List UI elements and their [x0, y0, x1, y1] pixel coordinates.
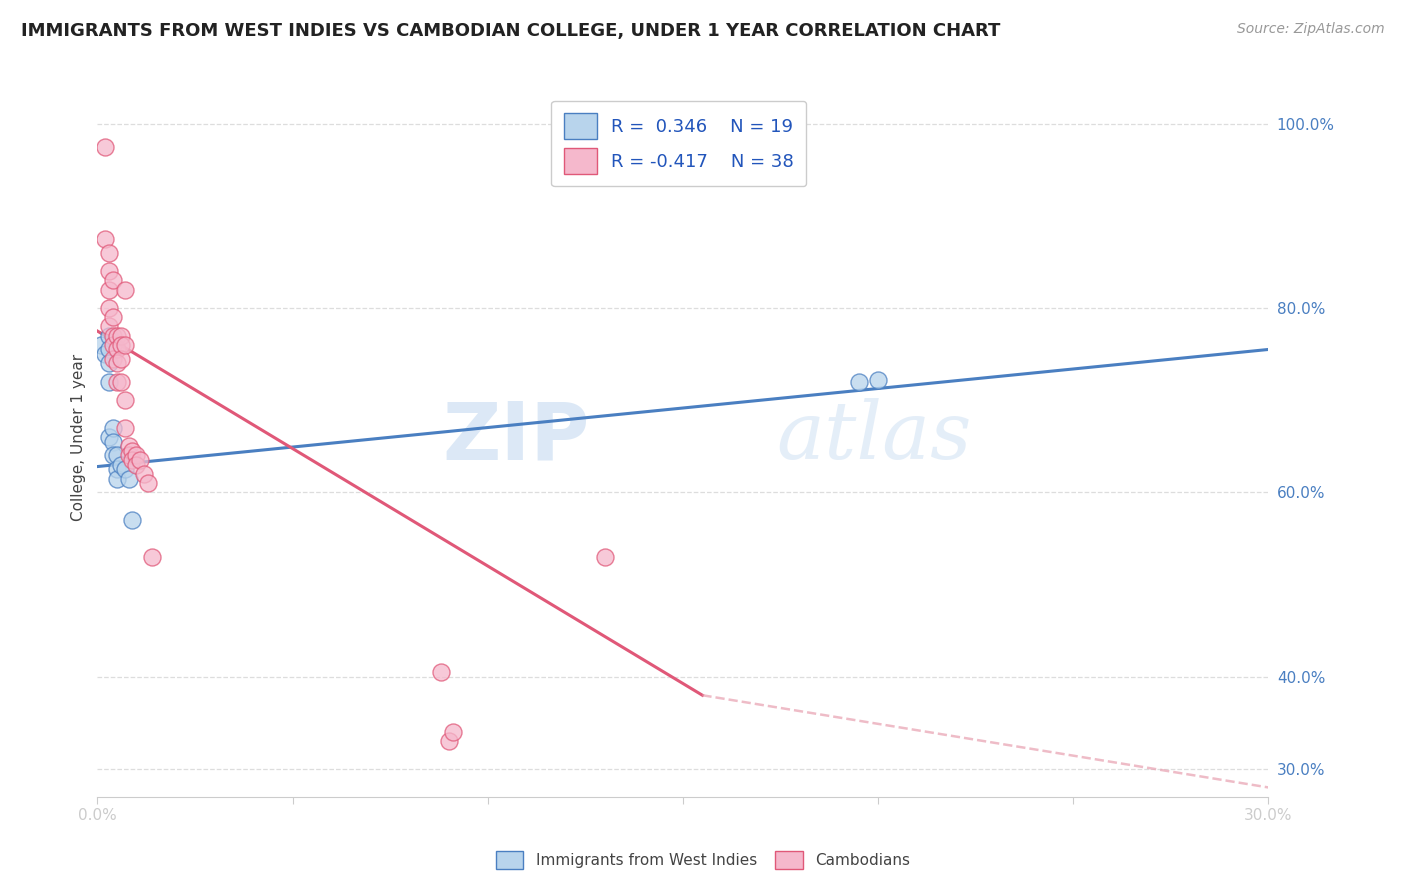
- Point: [868, 373, 890, 387]
- Point: [105, 449, 128, 463]
- Point: [105, 471, 128, 485]
- Point: [98, 283, 121, 297]
- Point: [117, 449, 139, 463]
- Point: [125, 449, 148, 463]
- Legend: R =  0.346    N = 19, R = -0.417    N = 38: R = 0.346 N = 19, R = -0.417 N = 38: [551, 101, 807, 186]
- Point: [101, 273, 124, 287]
- Legend: Immigrants from West Indies, Cambodians: Immigrants from West Indies, Cambodians: [489, 845, 917, 875]
- Point: [90, 338, 112, 352]
- Point: [98, 319, 121, 334]
- Point: [105, 328, 128, 343]
- Point: [136, 476, 159, 491]
- Point: [94, 232, 117, 246]
- Point: [94, 347, 117, 361]
- Point: [98, 343, 121, 357]
- Point: [121, 453, 143, 467]
- Point: [121, 513, 143, 527]
- Point: [114, 338, 136, 352]
- Point: [101, 338, 124, 352]
- Point: [110, 351, 132, 366]
- Point: [437, 734, 460, 748]
- Point: [125, 458, 148, 472]
- Point: [98, 356, 121, 370]
- Point: [105, 375, 128, 389]
- Point: [98, 375, 121, 389]
- Point: [114, 283, 136, 297]
- Y-axis label: College, Under 1 year: College, Under 1 year: [72, 353, 86, 521]
- Text: IMMIGRANTS FROM WEST INDIES VS CAMBODIAN COLLEGE, UNDER 1 YEAR CORRELATION CHART: IMMIGRANTS FROM WEST INDIES VS CAMBODIAN…: [21, 22, 1001, 40]
- Point: [141, 549, 163, 564]
- Point: [430, 665, 453, 680]
- Point: [94, 139, 117, 153]
- Point: [105, 343, 128, 357]
- Point: [110, 458, 132, 472]
- Point: [117, 439, 139, 453]
- Point: [117, 471, 139, 485]
- Point: [105, 356, 128, 370]
- Point: [101, 434, 124, 449]
- Point: [101, 351, 124, 366]
- Point: [98, 430, 121, 444]
- Point: [848, 375, 870, 389]
- Point: [101, 421, 124, 435]
- Point: [101, 328, 124, 343]
- Text: atlas: atlas: [776, 399, 972, 475]
- Point: [114, 421, 136, 435]
- Point: [134, 467, 156, 481]
- Point: [98, 264, 121, 278]
- Point: [114, 462, 136, 476]
- Point: [101, 449, 124, 463]
- Point: [121, 443, 143, 458]
- Point: [98, 245, 121, 260]
- Point: [114, 393, 136, 408]
- Text: ZIP: ZIP: [441, 398, 589, 476]
- Point: [98, 328, 121, 343]
- Point: [105, 462, 128, 476]
- Point: [110, 328, 132, 343]
- Point: [110, 375, 132, 389]
- Point: [110, 338, 132, 352]
- Point: [101, 310, 124, 325]
- Point: [441, 725, 464, 739]
- Point: [98, 301, 121, 315]
- Point: [129, 453, 152, 467]
- Point: [593, 549, 616, 564]
- Text: Source: ZipAtlas.com: Source: ZipAtlas.com: [1237, 22, 1385, 37]
